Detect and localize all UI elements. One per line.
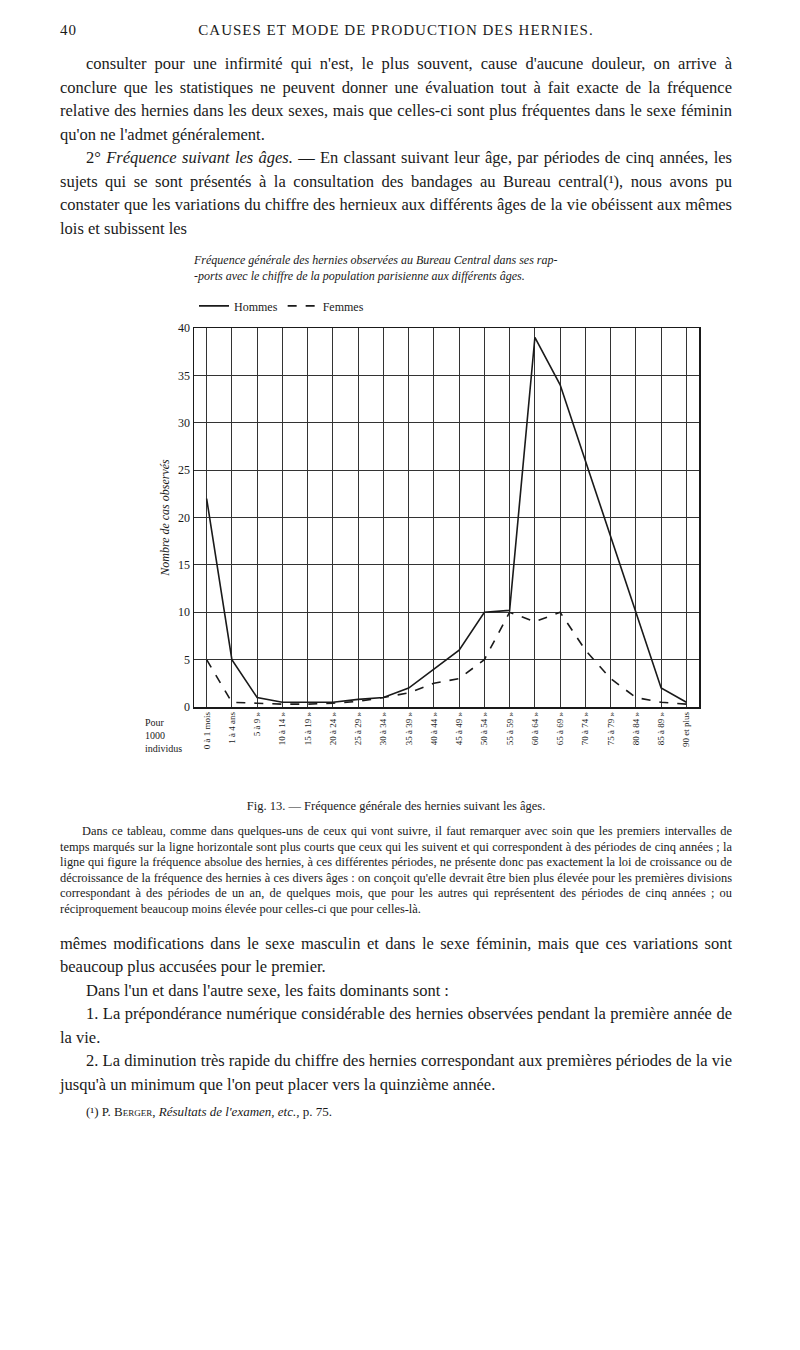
svg-text:80 à 84 »: 80 à 84 » — [631, 712, 641, 745]
html-text:40: 40 — [60, 22, 77, 38]
svg-text:10: 10 — [178, 605, 190, 619]
svg-text:0 à 1 mois: 0 à 1 mois — [202, 712, 212, 750]
svg-text:40: 40 — [178, 321, 190, 335]
svg-text:90 et plus: 90 et plus — [681, 712, 691, 747]
html-text:consulter pour une infirmité q: consulter pour une infirmité qui n'est, … — [60, 54, 732, 144]
svg-text:40 à 44 »: 40 à 44 » — [429, 712, 439, 745]
svg-text:0: 0 — [184, 700, 190, 714]
svg-text:15: 15 — [178, 558, 190, 572]
svg-text:50 à 54 »: 50 à 54 » — [479, 712, 489, 745]
html-text:CAUSES ET MODE DE PRODUCTION D: CAUSES ET MODE DE PRODUCTION DES HERNIES… — [198, 22, 594, 38]
svg-text:85 à 89 »: 85 à 89 » — [656, 712, 666, 745]
html-text:Dans ce tableau, comme dans qu: Dans ce tableau, comme dans quelques-uns… — [60, 824, 732, 916]
html-text:2. La diminution très rapide d: 2. La diminution très rapide du chiffre … — [60, 1051, 732, 1094]
svg-text:30: 30 — [178, 416, 190, 430]
svg-text:30 à 34 »: 30 à 34 » — [378, 712, 388, 745]
svg-text:1 à 4 ans: 1 à 4 ans — [227, 712, 237, 744]
html-text:(¹) P. Berger, Résultats de l': (¹) P. Berger, Résultats de l'examen, et… — [86, 1104, 332, 1120]
svg-text:45 à 49 »: 45 à 49 » — [454, 712, 464, 745]
html-text:Dans l'un et dans l'autre sexe: Dans l'un et dans l'autre sexe, les fait… — [86, 980, 449, 1000]
svg-text:65 à 69 »: 65 à 69 » — [555, 712, 565, 745]
svg-text:15 à 19 »: 15 à 19 » — [303, 712, 313, 745]
html-text:1. La prépondérance numérique: 1. La prépondérance numérique considérab… — [60, 1004, 732, 1047]
svg-text:20 à 24 »: 20 à 24 » — [328, 712, 338, 745]
html-text:Fig. 13. — Fréquence générale: Fig. 13. — Fréquence générale des hernie… — [246, 799, 546, 813]
svg-text:Fréquence générale des hernies: Fréquence générale des hernies observées… — [193, 253, 557, 283]
svg-text:60 à 64 »: 60 à 64 » — [530, 712, 540, 745]
svg-text:35: 35 — [178, 369, 190, 383]
svg-text:Pour1000individus: Pour1000individus — [145, 717, 182, 754]
svg-text:55 à 59 »: 55 à 59 » — [505, 712, 515, 745]
svg-text:25 à 29 »: 25 à 29 » — [353, 712, 363, 745]
svg-text:5 à 9 »: 5 à 9 » — [252, 712, 262, 736]
html-text:2° Fréquence suivant les âges.: 2° Fréquence suivant les âges. — En clas… — [60, 148, 732, 238]
svg-text:35 à 39 »: 35 à 39 » — [404, 712, 414, 745]
svg-text:Hommes: Hommes — [234, 300, 278, 314]
svg-text:5: 5 — [184, 653, 190, 667]
svg-text:25: 25 — [178, 463, 190, 477]
html-text:mêmes modifications dans le se: mêmes modifications dans le sexe masculi… — [60, 933, 732, 977]
svg-text:10 à 14 »: 10 à 14 » — [277, 712, 287, 745]
svg-text:70 à 74 »: 70 à 74 » — [580, 712, 590, 745]
svg-text:20: 20 — [178, 511, 190, 525]
svg-text:75 à 79 »: 75 à 79 » — [606, 712, 616, 745]
svg-text:Femmes: Femmes — [323, 300, 364, 314]
svg-text:Nombre de cas observés: Nombre de cas observés — [158, 459, 172, 577]
